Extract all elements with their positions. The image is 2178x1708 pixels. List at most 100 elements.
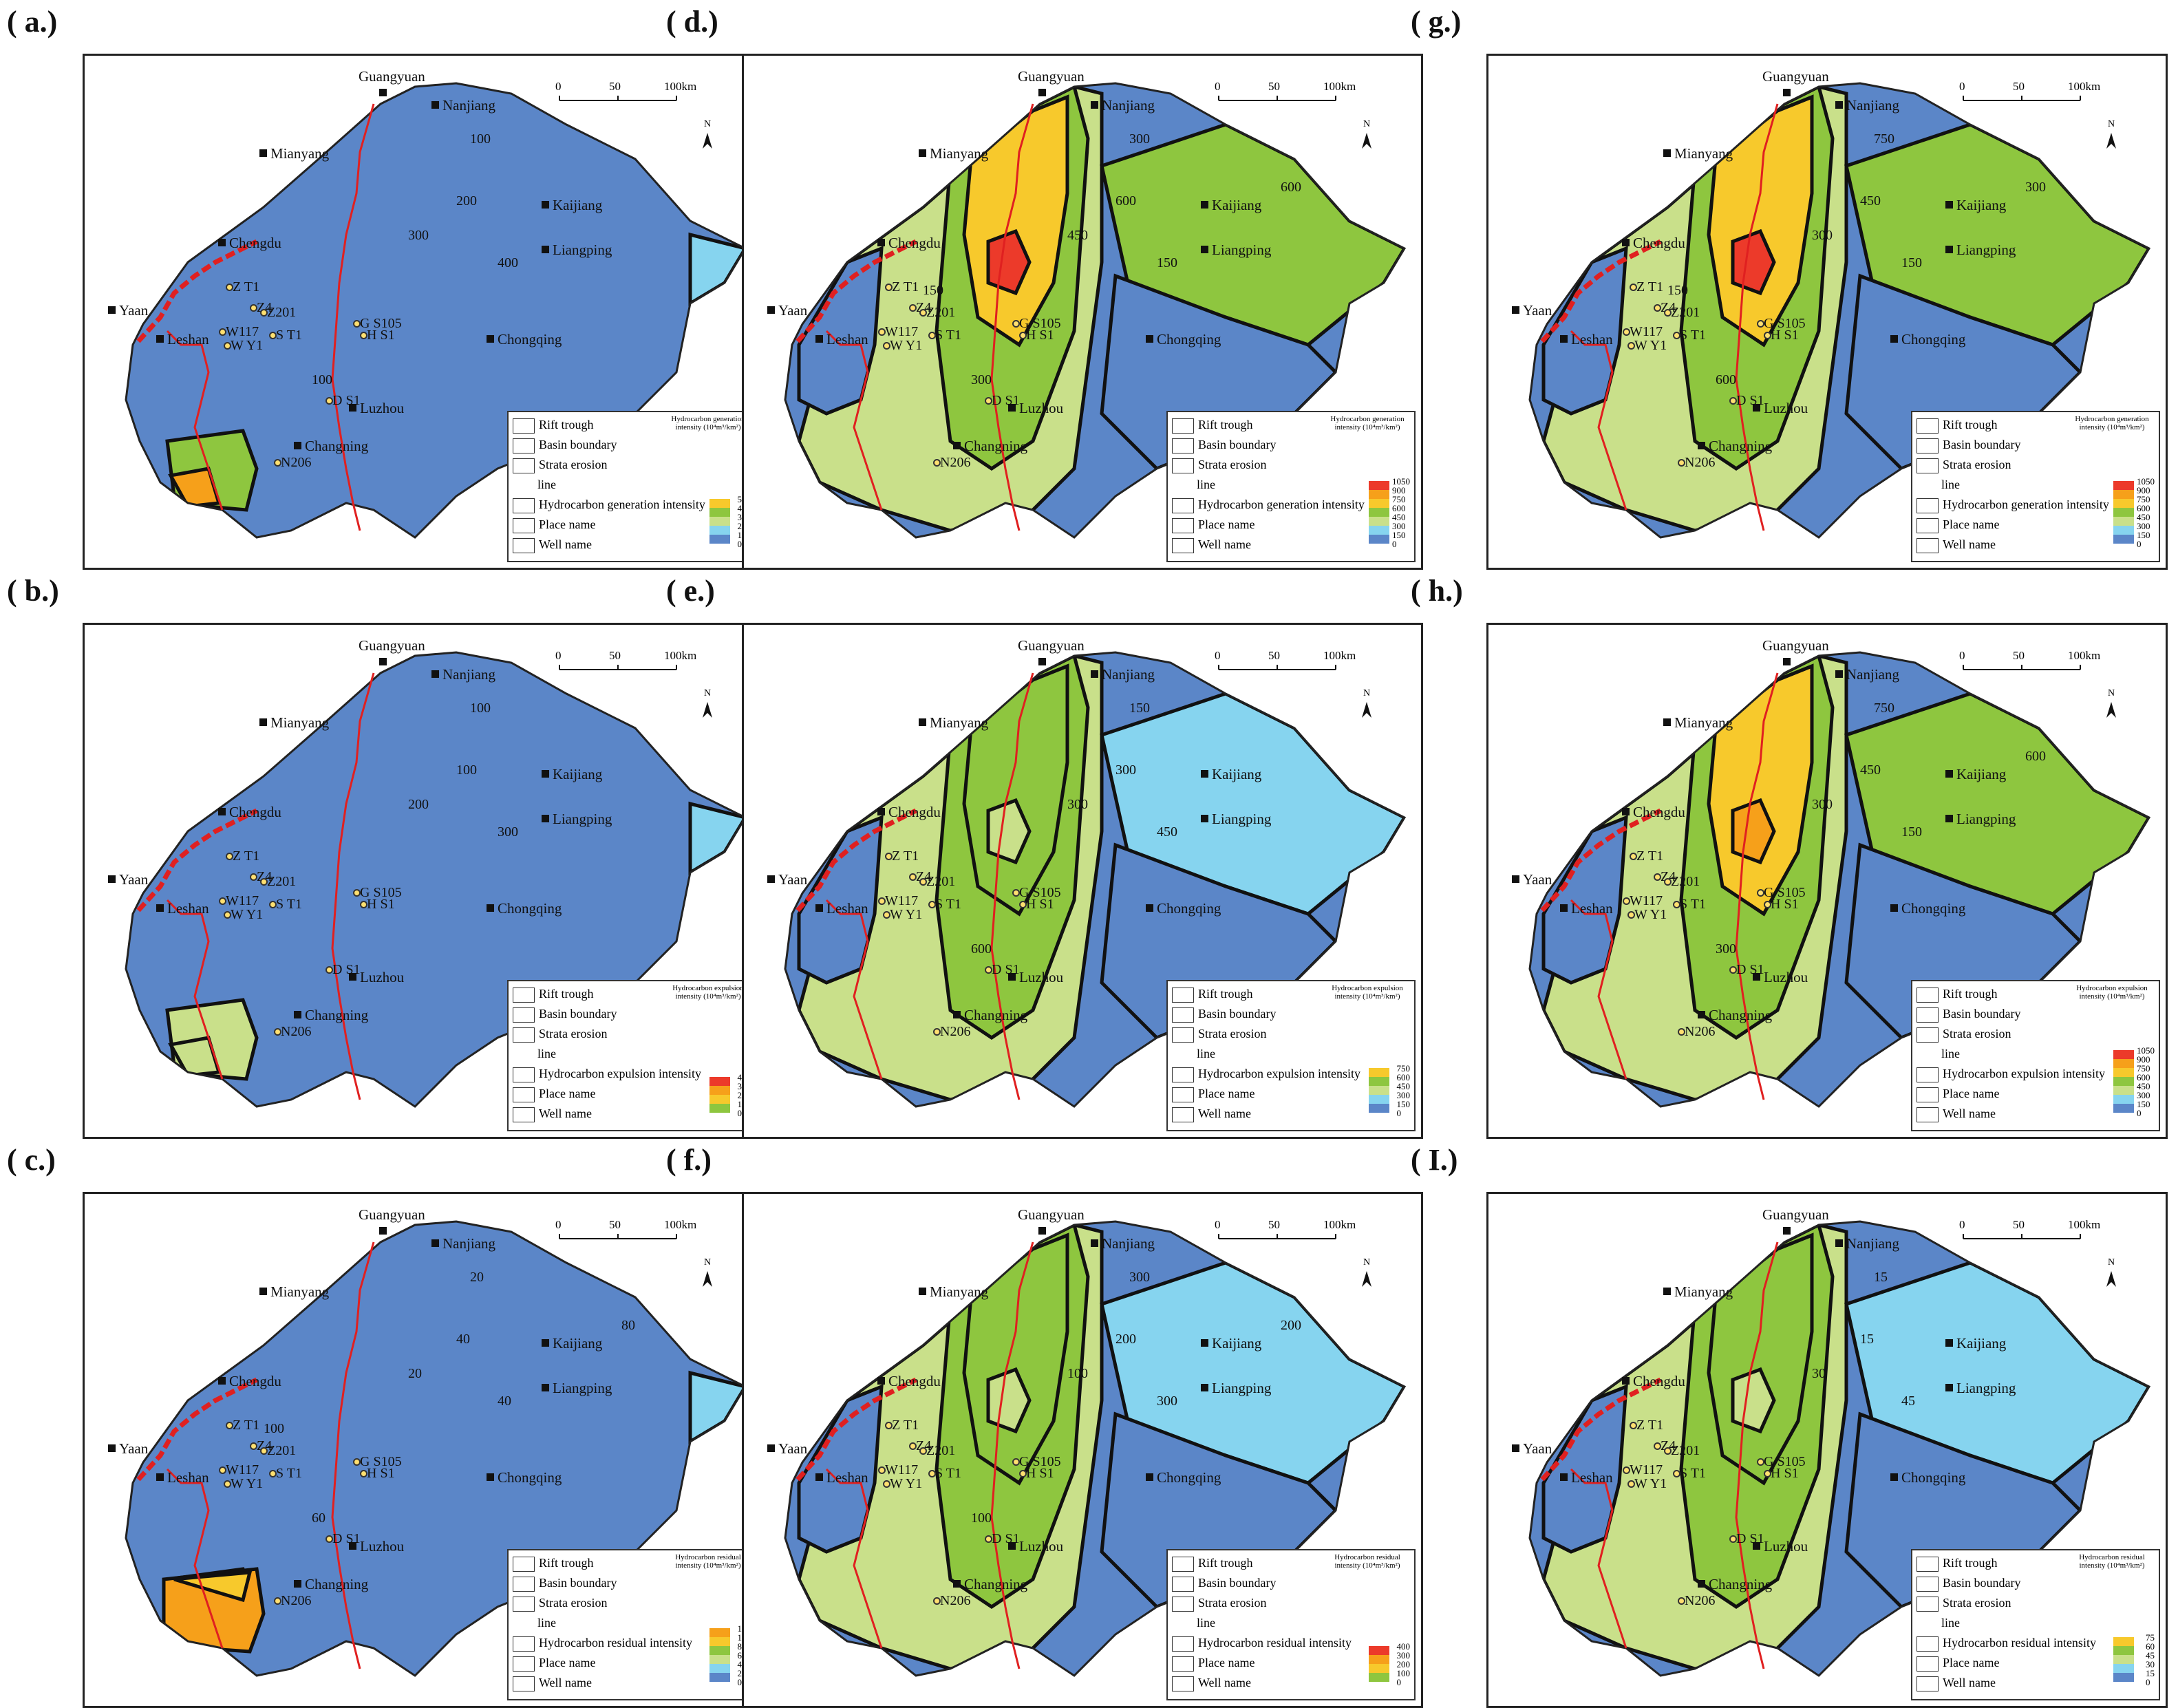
well-marker [928, 901, 936, 908]
place-mianyang: Mianyang [1674, 145, 1733, 162]
strata-erosion-legend: Strata erosion [1917, 1596, 2011, 1612]
scale-label: 100km [2068, 1218, 2101, 1231]
place-mianyang: Mianyang [930, 714, 989, 731]
legend-symbol [513, 987, 535, 1003]
rift-trough-legend: Rift trough [513, 1556, 594, 1572]
well-marker [219, 897, 226, 905]
contour-label: 450 [1860, 193, 1881, 209]
legend-symbol [513, 1087, 535, 1102]
well-marker [933, 1028, 941, 1036]
legend-tick: 900 [2137, 485, 2150, 495]
legend-ticks: 1050 900 750 600 450 300 150 0 [2137, 477, 2155, 548]
well-label: G S105 [1019, 1454, 1061, 1469]
rift-trough-legend: Rift trough [1172, 1556, 1253, 1572]
legend-symbol [1172, 1027, 1194, 1043]
place-changning: Changning [305, 438, 369, 454]
legend-text: Basin boundary [1198, 1576, 1277, 1590]
scale-label: 100km [2068, 80, 2101, 93]
place-marker [259, 718, 267, 726]
well-label: Z201 [926, 305, 956, 320]
legend-tick: 750 [1392, 494, 1406, 504]
basin-boundary-legend: Basin boundary [1917, 1576, 2020, 1592]
place-guangyuan: Guangyuan [1018, 1206, 1085, 1223]
legend-ramp-swatch [709, 1646, 730, 1655]
place-marker [379, 1227, 387, 1235]
well-label: Z201 [267, 874, 297, 889]
contour-label: 300 [1812, 797, 1833, 812]
legend-text: Basin boundary [1943, 438, 2021, 451]
legend-tick: 100 [1396, 1668, 1411, 1678]
well-label: Z T1 [1636, 1418, 1664, 1433]
well-label: H S1 [367, 897, 395, 912]
north-arrow-label: N [1363, 688, 1371, 698]
well-marker [224, 911, 231, 919]
legend-symbol [513, 438, 535, 453]
place-marker [1146, 335, 1153, 343]
legend-title: Hydrocarbon residual intensity (10⁴m³/km… [1334, 1553, 1400, 1570]
place-marker [1783, 658, 1791, 665]
well-marker [919, 309, 927, 317]
map-panel: Guangyuan Nanjiang Mianyang Kaijiang Liangpi… [1486, 623, 2168, 1139]
place-marker [431, 670, 439, 678]
legend-symbol [1917, 1107, 1939, 1122]
contour-label: 600 [1716, 372, 1736, 387]
well-marker [919, 878, 927, 886]
strata-erosion-line [1570, 330, 1627, 511]
well-marker [928, 332, 936, 339]
basin-boundary-legend: Basin boundary [513, 438, 617, 454]
legend-color-ramp [2113, 481, 2134, 544]
place-chengdu: Chengdu [229, 235, 281, 251]
well-marker [1678, 459, 1685, 467]
well-label: Z T1 [233, 1418, 260, 1433]
place-marker [1201, 1384, 1208, 1391]
contour-legend: Hydrocarbon generation intensity [1172, 498, 1365, 514]
well-marker [1678, 1028, 1685, 1036]
scale-label: 50 [1268, 80, 1280, 93]
well-label: H S1 [1771, 897, 1799, 912]
well-label: Z201 [926, 874, 956, 889]
contour-label: 30 [1812, 1366, 1826, 1381]
legend-symbol [1172, 517, 1194, 533]
place-mianyang: Mianyang [270, 714, 330, 731]
legend-tick: 0 [737, 1677, 743, 1687]
legend-ramp-swatch [1369, 481, 1389, 490]
well-marker [985, 397, 992, 405]
place-marker [877, 1377, 885, 1385]
well-label: W Y1 [231, 1476, 264, 1491]
well-marker [1623, 1466, 1630, 1474]
well-label: D S1 [1736, 1531, 1764, 1546]
rift-trough [796, 239, 917, 343]
basin-boundary-legend: Basin boundary [1172, 1576, 1276, 1592]
well-name-legend: Well name [1917, 1107, 1996, 1123]
place-chengdu: Chengdu [888, 235, 941, 251]
place-chongqing: Chongqing [1157, 1469, 1221, 1486]
well-marker [1757, 889, 1764, 897]
rift-trough [1540, 1377, 1662, 1482]
well-label: N206 [940, 1593, 971, 1608]
north-arrow-icon [1362, 1271, 1371, 1287]
place-leshan: Leshan [1571, 900, 1613, 917]
place-marker [919, 718, 926, 726]
place-leshan: Leshan [826, 1469, 868, 1486]
place-nanjiang: Nanjiang [442, 1235, 495, 1252]
place-guangyuan: Guangyuan [1018, 637, 1085, 654]
map-legend: Rift trough Basin boundary Strata erosion l… [1166, 411, 1416, 562]
legend-text: Basin boundary [1943, 1576, 2021, 1590]
place-yaan: Yaan [119, 302, 149, 319]
well-marker [885, 284, 893, 291]
legend-tick: 600 [1396, 1072, 1411, 1082]
rift-trough [796, 808, 917, 912]
well-label: D S1 [1736, 962, 1764, 977]
legend-text: Strata erosion [539, 1027, 608, 1040]
legend-ramp-swatch [709, 1095, 730, 1104]
well-marker [1664, 309, 1672, 317]
well-marker [260, 878, 268, 886]
legend-tick: 900 [2137, 1054, 2150, 1065]
place-guangyuan: Guangyuan [359, 1206, 425, 1223]
place-liangping: Liangping [1212, 242, 1272, 258]
strata-erosion-line-legend: line [1197, 478, 1215, 494]
place-marker [1560, 335, 1568, 343]
legend-ramp-swatch [2113, 1068, 2134, 1077]
legend-text: line [537, 1047, 556, 1060]
